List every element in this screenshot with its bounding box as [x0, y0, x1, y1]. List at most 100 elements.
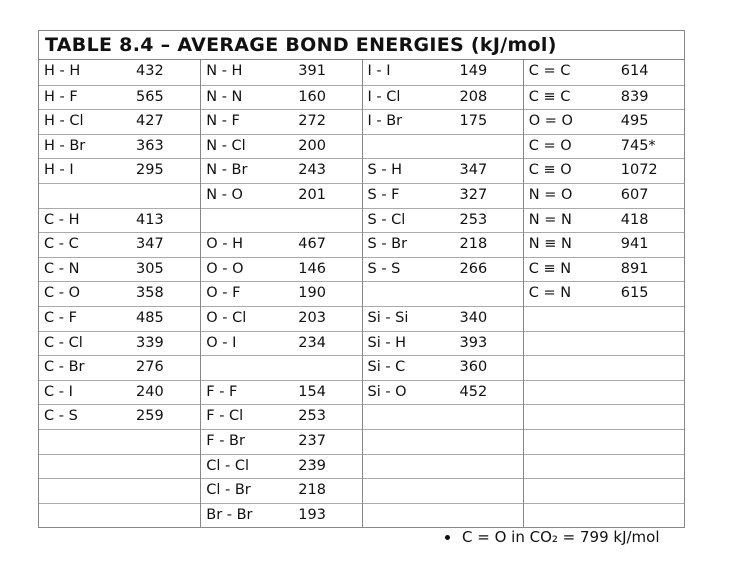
table-row: [523, 478, 684, 503]
bullet-icon: [445, 535, 450, 540]
table-row: H - Cl 427: [39, 109, 201, 134]
table-grid: H - H 432 H - F 565 H - Cl 427 H - Br 363 H - I 2…: [39, 60, 684, 528]
table-row: [523, 404, 684, 429]
bond-energy: 201: [298, 186, 326, 203]
bond-name: N - Br: [206, 162, 248, 179]
bond-energy: 565: [136, 88, 164, 105]
table-row: O - H 467: [201, 232, 362, 257]
bond-energy: 358: [136, 285, 164, 302]
bond-energy: 891: [620, 260, 649, 277]
table-row: [523, 355, 684, 380]
table-row: [523, 330, 684, 356]
table-row: [362, 428, 523, 454]
table-row: N = O 607: [523, 182, 684, 208]
bond-energy: 146: [298, 260, 326, 277]
table-row: [201, 355, 362, 380]
table-row: N - Cl 200: [201, 133, 362, 159]
table-row: [362, 281, 523, 306]
bond-name: N - Cl: [206, 137, 246, 154]
bond-name: N = O: [528, 186, 573, 203]
bond-name: C - I: [44, 383, 73, 400]
table-row: S - S 266: [362, 256, 523, 282]
bond-name: H - Cl: [44, 113, 84, 130]
bond-energy: 363: [136, 137, 164, 154]
bond-energy: 347: [136, 236, 164, 253]
bond-name: H - Br: [44, 137, 86, 154]
bond-name: S - S: [367, 260, 401, 277]
bond-name: O - H: [206, 236, 244, 253]
table-row: C ≡ N 891: [523, 256, 684, 282]
bond-name: N - F: [206, 113, 240, 130]
bond-energy: 253: [298, 408, 326, 425]
table-row: C - Br 276: [39, 355, 201, 380]
bond-name: O - F: [206, 285, 241, 302]
bond-energy: 239: [298, 457, 326, 474]
bond-name: C = N: [528, 285, 572, 302]
table-row: F - F 154: [201, 379, 362, 405]
bond-energy: 237: [298, 432, 326, 449]
table-row: [39, 453, 201, 479]
bond-name: C - Br: [44, 359, 85, 376]
table-row: S - F 327: [362, 182, 523, 208]
bond-energy: 240: [136, 383, 164, 400]
bond-energy: 413: [136, 211, 164, 228]
table-row: C - O 358: [39, 281, 201, 306]
bond-energy: 360: [459, 359, 488, 376]
table-row: I - Cl 208: [362, 84, 523, 110]
bond-energy: 276: [136, 359, 164, 376]
bond-energy: 272: [298, 113, 326, 130]
bond-name: Si - O: [367, 383, 407, 400]
table-row: [523, 453, 684, 479]
table-row: S - Cl 253: [362, 207, 523, 233]
table-row: O - I 234: [201, 330, 362, 356]
bond-energy: 266: [459, 260, 488, 277]
table-row: O = O 495: [523, 109, 684, 134]
table-column: C = C 614 C ≡ C 839 O = O 495 C = O 745* C ≡ O 10…: [522, 60, 684, 528]
bond-name: C ≡ O: [528, 162, 572, 179]
bond-energy: 243: [298, 162, 326, 179]
bond-name: I - Br: [367, 113, 403, 130]
table-row: C - H 413: [39, 207, 201, 233]
bond-name: F - Cl: [206, 408, 244, 425]
table-row: [201, 207, 362, 233]
table-row: I - Br 175: [362, 109, 523, 134]
table-row: C - C 347: [39, 232, 201, 257]
bond-energy: 193: [298, 506, 326, 523]
table-row: N - F 272: [201, 109, 362, 134]
bond-energy: 160: [298, 88, 326, 105]
table-row: [523, 428, 684, 454]
table-row: N - O 201: [201, 182, 362, 208]
bond-energy: 149: [459, 63, 488, 79]
table-row: Br - Br 193: [201, 502, 362, 528]
table-row: C - N 305: [39, 256, 201, 282]
table-row: O - F 190: [201, 281, 362, 306]
bond-name: C - C: [44, 236, 79, 253]
bond-energy: 393: [459, 334, 488, 351]
table-row: H - F 565: [39, 84, 201, 110]
bond-name: S - H: [367, 162, 403, 179]
table-row: H - I 295: [39, 158, 201, 183]
bond-energy: 327: [459, 186, 488, 203]
table-row: H - Br 363: [39, 133, 201, 159]
bond-name: I - I: [367, 63, 391, 79]
table-row: C - S 259: [39, 404, 201, 429]
bond-name: Si - H: [367, 334, 407, 351]
bond-energy: 340: [459, 309, 488, 326]
table-column: I - I 149 I - Cl 208 I - Br 175 S - H 347 S - F 3…: [361, 60, 523, 528]
bond-energy: 208: [459, 88, 488, 105]
table-row: Cl - Cl 239: [201, 453, 362, 479]
table-row: [523, 379, 684, 405]
table-row: C - I 240: [39, 379, 201, 405]
bond-energy: 485: [136, 309, 164, 326]
bond-name: C ≡ C: [528, 88, 571, 105]
table-row: F - Br 237: [201, 428, 362, 454]
bond-energy: 839: [620, 88, 649, 105]
bond-energy: 467: [298, 236, 326, 253]
bond-name: C = C: [528, 63, 571, 79]
bond-energy: 432: [136, 63, 164, 79]
bond-energy: 190: [298, 285, 326, 302]
bond-name: H - I: [44, 162, 74, 179]
bond-name: N ≡ N: [528, 236, 572, 253]
bond-name: S - Br: [367, 236, 408, 253]
bond-energy: 615: [620, 285, 649, 302]
